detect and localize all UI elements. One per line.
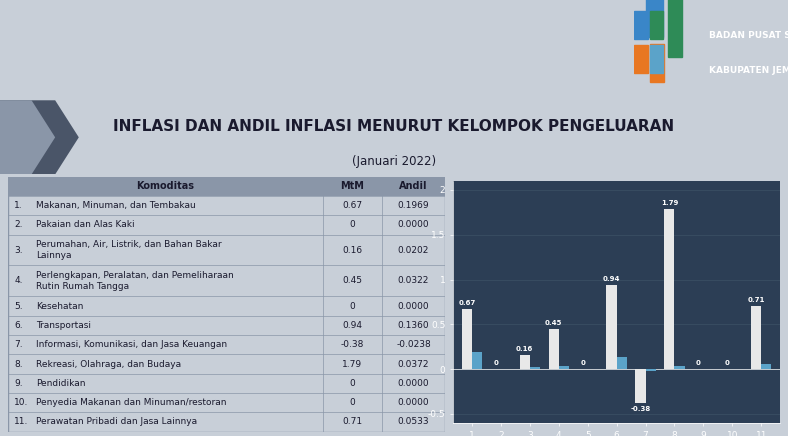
Text: 0.0322: 0.0322 [398,276,429,286]
Text: 0: 0 [696,361,701,366]
Text: (Januari 2022): (Januari 2022) [352,154,436,167]
Text: 0.1360: 0.1360 [398,321,429,330]
Text: 6.: 6. [14,321,23,330]
Text: -0.38: -0.38 [630,406,651,412]
Bar [635,369,645,403]
Text: Perlengkapan, Peralatan, dan Pemeliharaan
Rutin Rumah Tangga: Perlengkapan, Peralatan, dan Pemeliharaa… [36,271,234,291]
Text: 0.16: 0.16 [342,245,362,255]
Bar [548,329,559,369]
Text: 0.67: 0.67 [458,300,475,307]
Text: 0.1969: 0.1969 [398,201,429,210]
Text: 10.: 10. [14,398,29,407]
Text: 0.94: 0.94 [603,276,620,282]
Text: 0.45: 0.45 [545,320,563,326]
Text: Rekreasi, Olahraga, dan Budaya: Rekreasi, Olahraga, dan Budaya [36,360,181,368]
Text: Kesehatan: Kesehatan [36,302,84,310]
Text: Transportasi: Transportasi [36,321,91,330]
Text: Perumahan, Air, Listrik, dan Bahan Bakar
Lainnya: Perumahan, Air, Listrik, dan Bahan Bakar… [36,240,222,260]
Text: -0.0238: -0.0238 [396,340,431,349]
Polygon shape [0,100,55,174]
Text: 0.0000: 0.0000 [398,398,429,407]
Text: 0.45: 0.45 [342,276,362,286]
Text: -0.38: -0.38 [340,340,364,349]
Bar [634,11,648,39]
Text: Penyedia Makanan dan Minuman/restoran: Penyedia Makanan dan Minuman/restoran [36,398,227,407]
Text: 3.: 3. [14,245,23,255]
Text: 0.16: 0.16 [516,346,533,352]
Text: 0.0202: 0.0202 [398,245,429,255]
Text: 0.0000: 0.0000 [398,302,429,310]
Bar [607,285,616,369]
Bar [751,306,761,369]
Text: Makanan, Minuman, dan Tembakau: Makanan, Minuman, dan Tembakau [36,201,196,210]
Text: 1.79: 1.79 [660,200,678,206]
Text: Perawatan Pribadi dan Jasa Lainnya: Perawatan Pribadi dan Jasa Lainnya [36,418,198,426]
Text: Pakaian dan Alas Kaki: Pakaian dan Alas Kaki [36,220,135,229]
Text: 0.67: 0.67 [342,201,362,210]
Text: Komoditas: Komoditas [136,181,195,191]
Bar [530,368,540,369]
Text: 0: 0 [349,398,355,407]
Text: 1.: 1. [14,201,23,210]
Bar [519,355,530,369]
Text: Informasi, Komunikasi, dan Jasa Keuangan: Informasi, Komunikasi, dan Jasa Keuangan [36,340,228,349]
Text: 0: 0 [349,379,355,388]
Text: 9.: 9. [14,379,23,388]
Text: 0.94: 0.94 [342,321,362,330]
Bar [472,351,482,369]
Text: 0.0000: 0.0000 [398,220,429,229]
Text: 0.0000: 0.0000 [398,379,429,388]
Bar [646,0,663,37]
Text: 7.: 7. [14,340,23,349]
Text: Andil: Andil [400,181,428,191]
Bar [650,44,664,82]
Text: 0: 0 [725,361,730,366]
Text: 0: 0 [493,361,498,366]
Text: 5.: 5. [14,302,23,310]
Text: KABUPATEN JEMBER: KABUPATEN JEMBER [709,66,788,75]
Text: 4.: 4. [14,276,23,286]
Text: INFLASI DAN ANDIL INFLASI MENURUT KELOMPOK PENGELUARAN: INFLASI DAN ANDIL INFLASI MENURUT KELOMP… [113,119,675,134]
Text: 0: 0 [349,302,355,310]
Bar [650,44,663,73]
Bar [761,364,771,369]
Text: 0.0372: 0.0372 [398,360,429,368]
Text: 2.: 2. [14,220,23,229]
FancyBboxPatch shape [8,177,445,196]
Text: 0.71: 0.71 [748,297,765,303]
Bar [664,209,675,369]
Text: Pendidikan: Pendidikan [36,379,86,388]
Text: MtM: MtM [340,181,364,191]
Bar [634,44,648,73]
Bar [616,357,626,369]
Text: 8.: 8. [14,360,23,368]
Bar [668,0,682,57]
Text: 0.71: 0.71 [342,418,362,426]
Polygon shape [0,100,79,174]
Bar [462,309,472,369]
Bar [650,11,663,39]
Text: 0.0533: 0.0533 [398,418,429,426]
Text: BADAN PUSAT STATISTIK: BADAN PUSAT STATISTIK [709,31,788,40]
Text: 1.79: 1.79 [342,360,362,368]
Text: 0: 0 [580,361,585,366]
Bar [645,369,656,371]
Text: 11.: 11. [14,418,29,426]
Text: 0: 0 [349,220,355,229]
Bar [675,366,685,369]
Bar [559,366,569,369]
